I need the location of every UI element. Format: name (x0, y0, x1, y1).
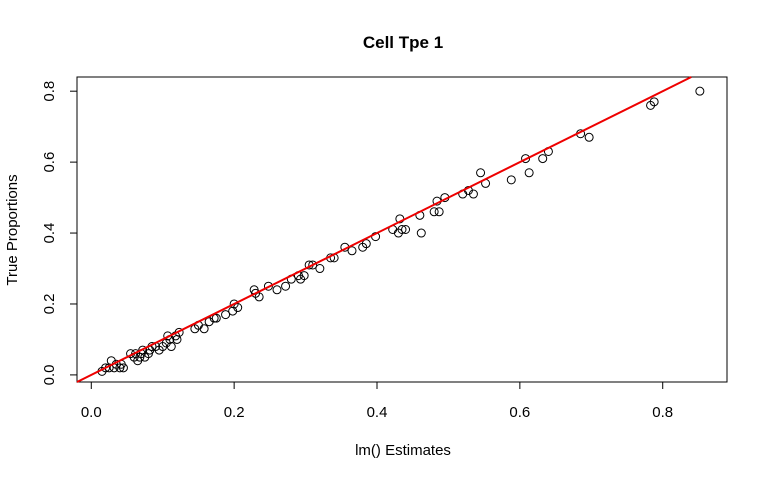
data-point (401, 225, 411, 234)
data-point (272, 285, 282, 295)
data-point (308, 260, 318, 270)
fit-line-group (76, 76, 692, 383)
y-tick-label: 0.0 (41, 364, 58, 385)
x-tick-label: 0.6 (509, 404, 530, 421)
data-point (506, 175, 516, 185)
x-tick-label: 0.2 (224, 404, 245, 421)
data-point (101, 363, 111, 373)
y-tick-label: 0.8 (41, 81, 58, 102)
x-tick-label: 0.0 (81, 404, 102, 421)
data-point (521, 154, 531, 164)
fit-line (76, 76, 692, 383)
data-point (476, 168, 486, 178)
data-point (468, 189, 478, 199)
data-point (397, 225, 407, 234)
y-axis: 0.0 0.2 0.4 0.6 0.8 (41, 81, 78, 385)
data-point (429, 207, 439, 217)
y-axis-label: True Proportions (4, 174, 21, 285)
data-point (361, 239, 371, 249)
y-tick-label: 0.4 (41, 223, 58, 244)
data-point (166, 342, 176, 352)
y-tick-label: 0.6 (41, 152, 58, 173)
data-point (347, 246, 357, 256)
data-point (118, 363, 128, 373)
data-point (299, 271, 309, 281)
data-point (211, 313, 221, 323)
x-tick-label: 0.8 (652, 404, 673, 421)
data-point (315, 264, 325, 274)
data-point (416, 228, 426, 238)
data-point (263, 281, 273, 291)
x-tick-label: 0.4 (367, 404, 388, 421)
data-point (221, 310, 231, 320)
chart-title: Cell Tpe 1 (363, 33, 443, 52)
data-point (538, 154, 548, 164)
data-point (281, 281, 291, 291)
data-point (524, 168, 534, 178)
data-points (97, 86, 705, 376)
data-point (233, 303, 243, 313)
data-point (254, 292, 264, 302)
data-point (584, 132, 594, 142)
data-point (649, 97, 659, 107)
data-point (695, 86, 705, 96)
data-point (199, 324, 209, 334)
data-point (434, 207, 444, 217)
x-axis-label: lm() Estimates (355, 442, 451, 459)
x-axis: 0.0 0.2 0.4 0.6 0.8 (81, 381, 673, 421)
y-tick-label: 0.2 (41, 294, 58, 315)
